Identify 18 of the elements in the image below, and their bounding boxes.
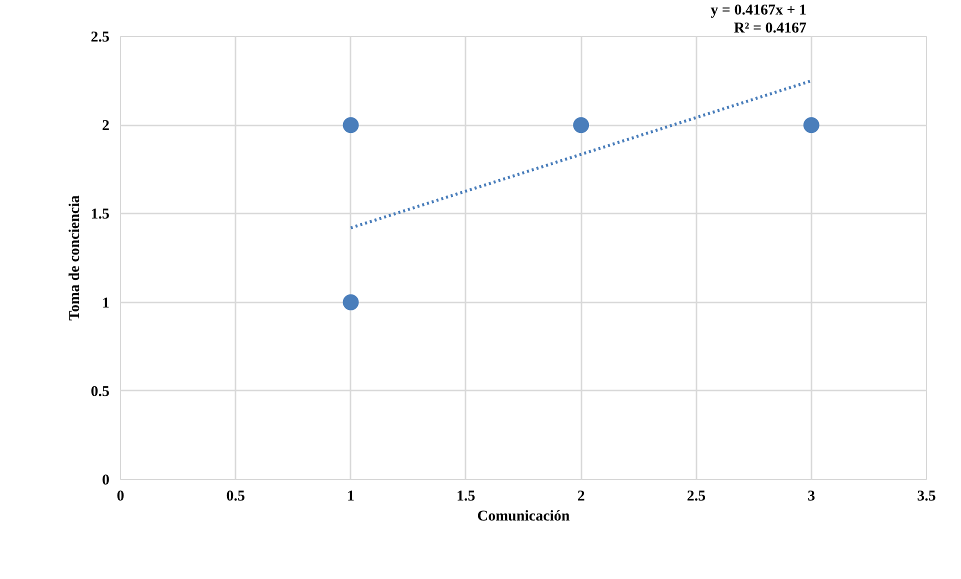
x-tick-label: 1.5	[456, 488, 476, 504]
y-tick-label: 1.5	[90, 206, 110, 223]
x-tick-label: 1	[347, 488, 355, 504]
text: R² = 0.4167	[734, 20, 807, 36]
x-tick-label: 2	[577, 488, 585, 504]
y-tick-label: 2	[102, 118, 110, 134]
x-tick-label: 3	[808, 488, 816, 504]
x-axis-title: Comunicación	[477, 508, 570, 524]
x-tick-label: 3.5	[917, 488, 936, 504]
y-tick-label: 0	[102, 472, 110, 488]
y-tick-label: 1	[102, 295, 110, 312]
y-tick-label: 2.5	[90, 30, 110, 46]
x-tick-label: 0	[116, 488, 124, 504]
x-tick-label: 0.5	[226, 488, 246, 504]
x-tick-label: 2.5	[686, 488, 706, 504]
y-tick-label: 0.5	[90, 384, 110, 400]
y-axis-title: Toma de conciencia	[66, 194, 83, 321]
text: y = 0.4167x + 1	[710, 2, 807, 18]
